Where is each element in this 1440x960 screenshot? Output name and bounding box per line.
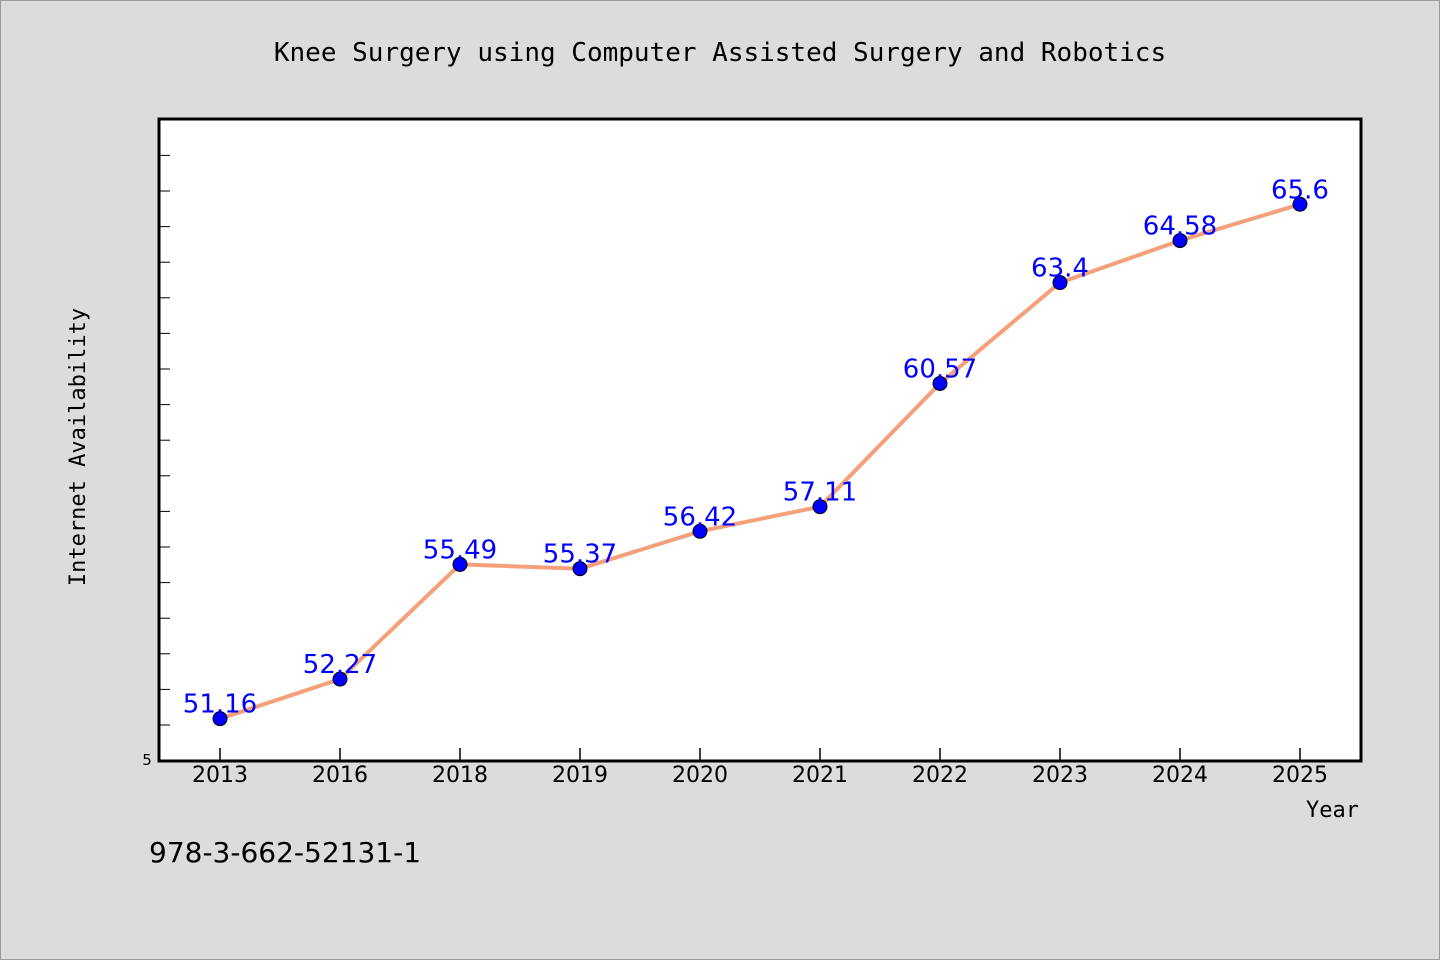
data-point bbox=[932, 375, 948, 391]
y-axis-min-label: 5 bbox=[142, 751, 152, 769]
x-axis-label: Year bbox=[1306, 798, 1359, 823]
x-axis-ticks bbox=[219, 748, 1301, 760]
x-tick-label: 2018 bbox=[432, 763, 488, 788]
data-label: 52.27 bbox=[303, 650, 377, 680]
data-label: 51.16 bbox=[183, 690, 257, 720]
data-point bbox=[812, 499, 828, 515]
x-tick-label: 2016 bbox=[312, 763, 368, 788]
x-tick-label: 2019 bbox=[552, 763, 608, 788]
data-label: 64.58 bbox=[1143, 212, 1217, 242]
x-tick-label: 2025 bbox=[1272, 763, 1328, 788]
plot-area bbox=[157, 117, 1363, 763]
data-labels: 51.16 52.27 55.49 55.37 56.42 57.11 60.57 63.4 6… bbox=[183, 175, 1329, 719]
data-point bbox=[692, 523, 708, 539]
data-label: 65.6 bbox=[1271, 175, 1329, 205]
x-tick-label: 2023 bbox=[1032, 763, 1088, 788]
data-point bbox=[572, 561, 588, 577]
data-point bbox=[1172, 233, 1188, 249]
data-label: 63.4 bbox=[1031, 254, 1089, 284]
x-tick-label: 2021 bbox=[792, 763, 848, 788]
data-point bbox=[1292, 196, 1308, 212]
data-point bbox=[452, 556, 468, 572]
y-axis-label: Internet Availability bbox=[66, 308, 91, 586]
x-tick-label: 2022 bbox=[912, 763, 968, 788]
x-tick-label: 2020 bbox=[672, 763, 728, 788]
x-tick-label: 2024 bbox=[1152, 763, 1208, 788]
isbn-text: 978-3-662-52131-1 bbox=[149, 836, 421, 869]
series-line bbox=[219, 202, 1301, 721]
data-label: 57.11 bbox=[783, 478, 857, 508]
chart-title: Knee Surgery using Computer Assisted Sur… bbox=[274, 38, 1166, 68]
data-point bbox=[332, 671, 348, 687]
x-axis-tick-labels: 2013 2016 2018 2019 2020 2021 2022 2023 2024 2025 bbox=[192, 763, 1328, 788]
data-label: 56.42 bbox=[663, 502, 737, 532]
data-label: 55.37 bbox=[543, 540, 617, 570]
data-label: 55.49 bbox=[423, 535, 497, 565]
x-tick-label: 2013 bbox=[192, 763, 248, 788]
data-point bbox=[212, 711, 228, 727]
data-markers bbox=[212, 196, 1308, 727]
data-label: 60.57 bbox=[903, 354, 977, 384]
y-axis-ticks bbox=[160, 154, 170, 726]
data-point bbox=[1052, 275, 1068, 291]
